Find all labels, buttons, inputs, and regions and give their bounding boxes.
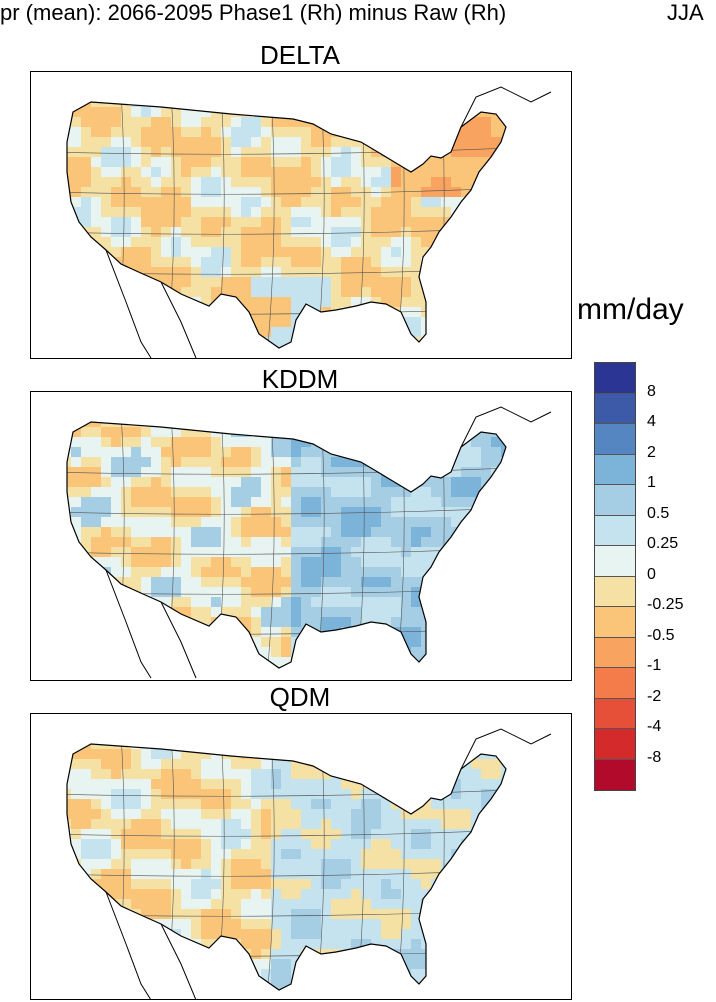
colorbar-box	[595, 393, 635, 424]
us-outline	[66, 743, 507, 991]
map-delta	[66, 86, 552, 358]
units-label: mm/day	[577, 293, 684, 326]
coastline	[460, 728, 552, 770]
map-panel-delta	[30, 71, 572, 359]
colorbar-box	[595, 698, 635, 729]
us-outline	[66, 101, 507, 349]
figure-title: pr (mean): 2066-2095 Phase1 (Rh) minus R…	[0, 0, 704, 26]
figure-title-main: pr (mean): 2066-2095 Phase1 (Rh) minus R…	[0, 0, 507, 25]
colorbar-label: 2	[647, 443, 656, 461]
map-panel-qdm	[30, 713, 572, 1000]
colorbar-label: -0.25	[647, 596, 684, 613]
colorbar-box	[595, 515, 635, 546]
coastline	[460, 406, 552, 448]
colorbar-box	[595, 363, 635, 394]
panel-title-delta: DELTA	[260, 40, 340, 70]
colorbar-label: 0	[647, 565, 656, 583]
panel-title-kddm: KDDM	[261, 364, 339, 394]
colorbar-box	[595, 607, 635, 638]
coastline	[105, 891, 197, 999]
colorbar-box	[595, 424, 635, 455]
colorbar-label: -2	[647, 687, 662, 705]
colorbar	[594, 362, 636, 791]
colorbar-box	[595, 546, 635, 577]
colorbar-label: -0.5	[647, 626, 675, 644]
colorbar-box	[595, 637, 635, 668]
colorbar-box	[595, 668, 635, 699]
colorbar-label: 0.25	[647, 535, 679, 552]
colorbar-label: 0.5	[647, 504, 670, 522]
colorbar-box	[595, 759, 635, 790]
colorbar-label: -4	[647, 718, 662, 735]
us-outline	[66, 421, 507, 669]
colorbar-box	[595, 576, 635, 607]
colorbar-label: -8	[647, 748, 662, 766]
colorbar-box	[595, 454, 635, 485]
colorbar-label: 1	[647, 474, 656, 491]
season-label: JJA	[667, 0, 704, 25]
panel-title-qdm: QDM	[269, 682, 331, 712]
colorbar-label: 8	[647, 382, 656, 400]
coastline	[105, 249, 197, 358]
map-qdm	[66, 728, 552, 999]
map-kddm	[66, 406, 552, 679]
coastline	[105, 569, 197, 679]
colorbar-box	[595, 485, 635, 516]
coastline	[460, 86, 552, 128]
colorbar-label: -1	[647, 657, 662, 674]
colorbar-box	[595, 729, 635, 760]
colorbar-label: 4	[647, 413, 656, 430]
map-panel-kddm	[30, 391, 572, 681]
